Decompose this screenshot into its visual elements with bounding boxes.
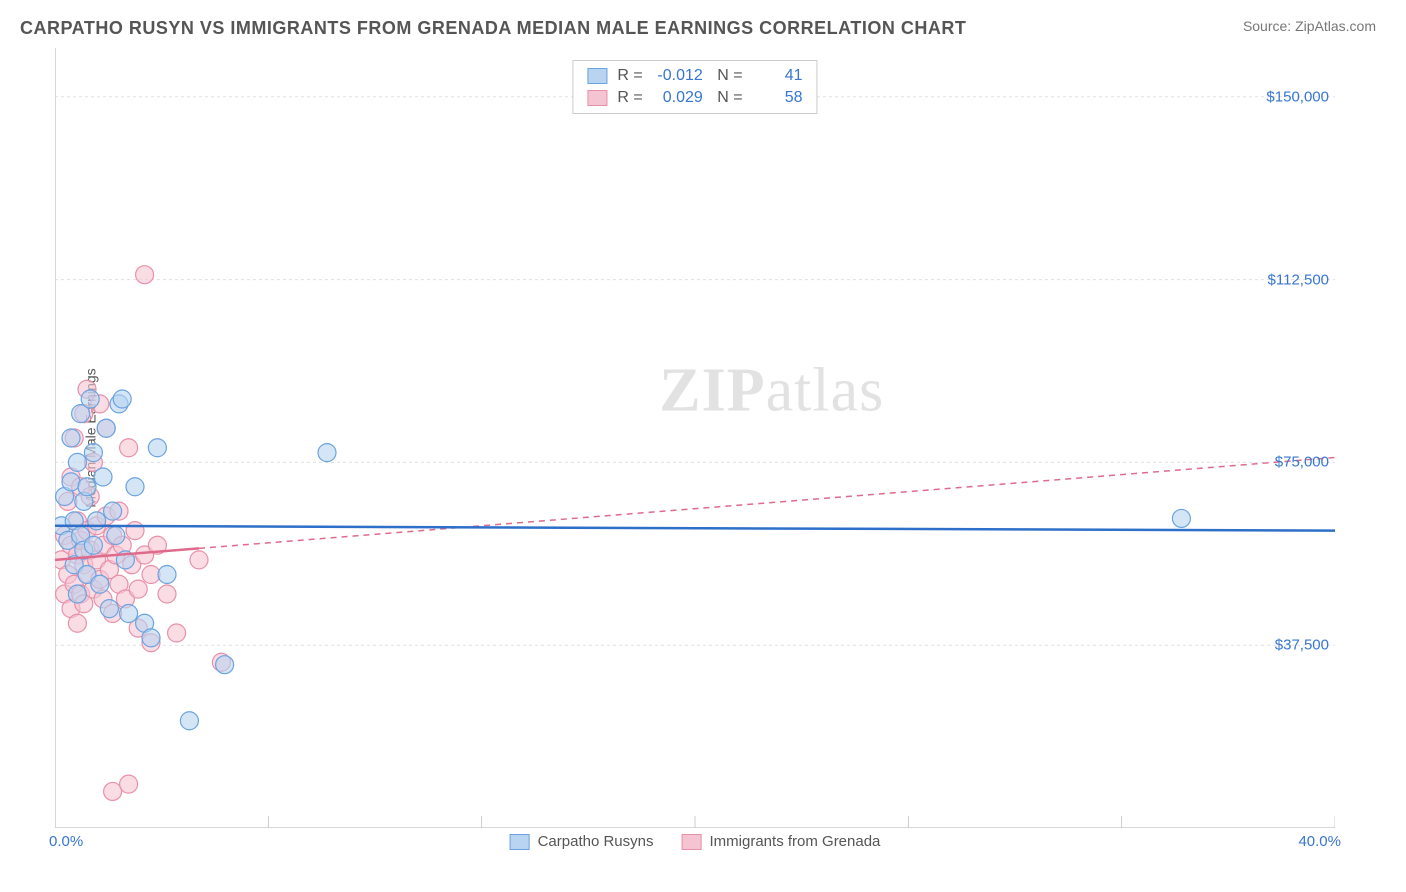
- series-legend: Carpatho Rusyns Immigrants from Grenada: [510, 833, 881, 850]
- legend-item-pink: Immigrants from Grenada: [682, 833, 881, 850]
- scatter-plot: [55, 48, 1335, 828]
- stats-legend: R = -0.012 N = 41 R = 0.029 N = 58: [572, 60, 817, 114]
- swatch-blue-icon: [587, 68, 607, 84]
- n-value-pink: 58: [753, 89, 803, 107]
- legend-label-pink: Immigrants from Grenada: [710, 833, 881, 850]
- y-tick-label: $150,000: [1266, 88, 1329, 105]
- chart-title: CARPATHO RUSYN VS IMMIGRANTS FROM GRENAD…: [20, 18, 966, 39]
- stats-row-blue: R = -0.012 N = 41: [587, 65, 802, 87]
- source-attribution: Source: ZipAtlas.com: [1243, 18, 1376, 34]
- n-label: N =: [713, 89, 743, 107]
- swatch-pink-icon: [682, 834, 702, 850]
- chart-area: Median Male Earnings $37,500$75,000$112,…: [55, 48, 1335, 828]
- x-max-label: 40.0%: [1298, 833, 1341, 850]
- swatch-pink-icon: [587, 90, 607, 106]
- legend-label-blue: Carpatho Rusyns: [538, 833, 654, 850]
- stats-row-pink: R = 0.029 N = 58: [587, 87, 802, 109]
- r-label: R =: [617, 89, 642, 107]
- n-label: N =: [713, 67, 743, 85]
- r-value-blue: -0.012: [653, 67, 703, 85]
- x-min-label: 0.0%: [49, 833, 83, 850]
- y-tick-label: $112,500: [1268, 271, 1329, 288]
- r-value-pink: 0.029: [653, 89, 703, 107]
- r-label: R =: [617, 67, 642, 85]
- swatch-blue-icon: [510, 834, 530, 850]
- y-tick-label: $75,000: [1275, 454, 1329, 471]
- n-value-blue: 41: [753, 67, 803, 85]
- y-tick-label: $37,500: [1275, 637, 1329, 654]
- legend-item-blue: Carpatho Rusyns: [510, 833, 654, 850]
